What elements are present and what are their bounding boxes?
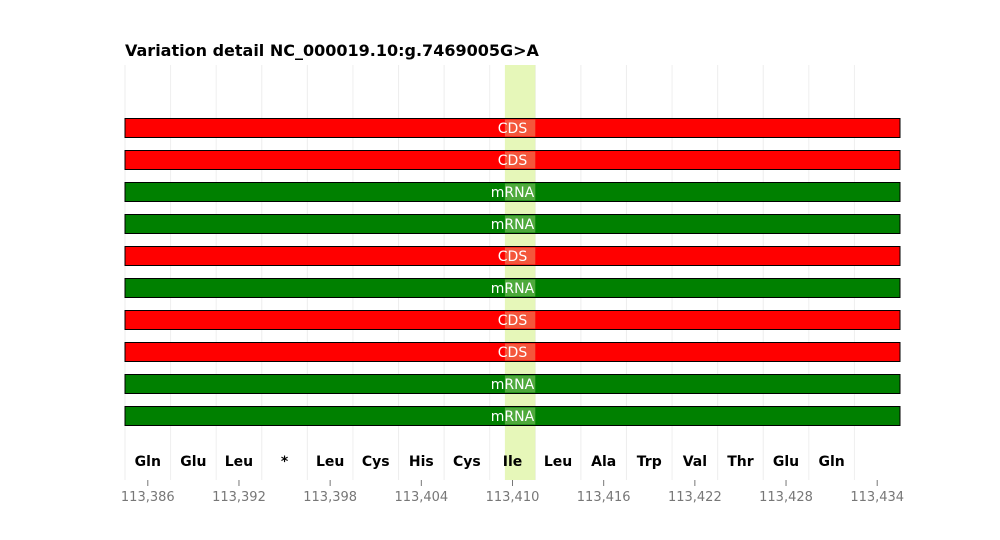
amino-acid-label: Ile — [503, 454, 523, 470]
amino-acid-label: Glu — [180, 454, 206, 470]
track-bar — [124, 150, 901, 170]
amino-acid-label: * — [281, 454, 289, 470]
track-bar — [124, 374, 901, 394]
x-tick-label: 113,398 — [303, 490, 357, 505]
amino-acid-label: Val — [683, 454, 707, 470]
x-tick-label: 113,434 — [850, 490, 904, 505]
track-highlight-overlay — [504, 183, 536, 201]
track-label: mRNA — [491, 377, 535, 393]
track-highlight-overlay — [504, 311, 536, 329]
track-highlight-overlay — [504, 343, 536, 361]
amino-acid-label: Ala — [591, 454, 616, 470]
amino-acid-label: Leu — [316, 454, 344, 470]
x-tick-label: 113,404 — [394, 490, 448, 505]
amino-acid-label: Glu — [773, 454, 799, 470]
track-highlight-overlay — [504, 407, 536, 425]
track-bar — [124, 310, 901, 330]
track-highlight-overlay — [504, 279, 536, 297]
track-bar — [124, 406, 901, 426]
track-bar — [124, 342, 901, 362]
track-highlight-overlay — [504, 247, 536, 265]
x-tick-label: 113,428 — [759, 490, 813, 505]
x-tick-label: 113,410 — [486, 490, 540, 505]
amino-acid-label: Gln — [818, 454, 844, 470]
track-label: mRNA — [491, 281, 535, 297]
track-label: CDS — [498, 153, 528, 169]
chart-title: Variation detail NC_000019.10:g.7469005G… — [125, 41, 540, 60]
track-highlight-overlay — [504, 151, 536, 169]
track-bar — [124, 182, 901, 202]
amino-acid-label: Cys — [362, 454, 390, 470]
amino-acid-label: Leu — [225, 454, 253, 470]
track-highlight-overlay — [504, 215, 536, 233]
track-highlight-overlay — [504, 119, 536, 137]
amino-acid-label: Leu — [544, 454, 572, 470]
amino-acid-label: Thr — [727, 454, 754, 470]
track-label: mRNA — [491, 185, 535, 201]
track-label: mRNA — [491, 217, 535, 233]
track-bar — [124, 246, 901, 266]
track-label: CDS — [498, 345, 528, 361]
x-tick-label: 113,386 — [121, 490, 175, 505]
amino-acid-label: Gln — [135, 454, 161, 470]
x-tick-label: 113,422 — [668, 490, 722, 505]
amino-acid-label: Cys — [453, 454, 481, 470]
x-axis: 113,386 113,392 113,398 113,404 113,410 113,4… — [121, 480, 904, 505]
track-label: CDS — [498, 249, 528, 265]
amino-acid-row: Gln Glu Leu * Leu Cys His Cys Ile Leu Ala Trp Val Thr… — [135, 454, 845, 470]
feature-tracks: CDS CDS mRNA mRNA CDS mRNA CDS CDS mRNA mRNA — [124, 118, 901, 426]
amino-acid-label: Trp — [637, 454, 662, 470]
x-tick-label: 113,392 — [212, 490, 266, 505]
track-highlight-overlay — [504, 375, 536, 393]
x-tick-label: 113,416 — [577, 490, 631, 505]
track-bar — [124, 214, 901, 234]
track-bar — [124, 118, 901, 138]
track-label: CDS — [498, 313, 528, 329]
track-label: mRNA — [491, 409, 535, 425]
amino-acid-label: His — [409, 454, 434, 470]
track-bar — [124, 278, 901, 298]
track-label: CDS — [498, 121, 528, 137]
